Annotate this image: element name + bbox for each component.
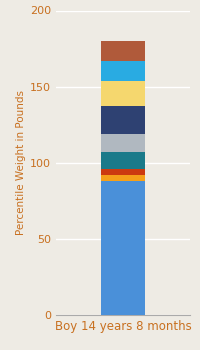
Bar xyxy=(101,106,145,134)
Bar xyxy=(101,175,145,181)
Bar xyxy=(101,61,145,80)
Bar xyxy=(101,152,145,169)
Bar xyxy=(101,80,145,106)
Bar xyxy=(101,181,145,315)
Bar xyxy=(101,169,145,175)
Y-axis label: Percentile Weight in Pounds: Percentile Weight in Pounds xyxy=(16,90,26,235)
Bar xyxy=(101,134,145,152)
Bar xyxy=(101,41,145,61)
